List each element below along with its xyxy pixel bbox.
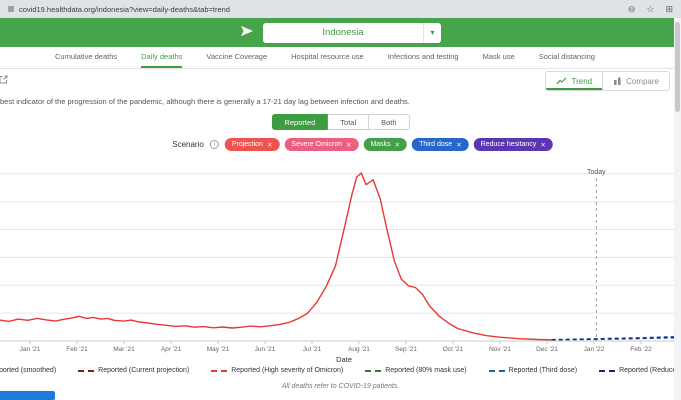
scenario-tag-label: Masks [370,141,391,148]
country-selector-value: Indonesia [322,27,364,38]
scenario-tag-label: Third dose [419,141,453,148]
legend-item: Reported (Third dose) [488,367,578,374]
bookmark-star-icon[interactable]: ☆ [646,3,655,14]
legend-label: Reported (Current projection) [98,367,190,374]
legend-item: Reported (High severity of Omicron) [211,367,343,374]
legend-line-marker [78,369,95,372]
send-location-icon [240,24,254,42]
remove-tag-icon[interactable]: ✕ [540,141,546,149]
x-tick-label: Jan '22 [584,346,605,353]
today-label: Today [587,169,606,176]
x-tick-label: Jun '21 [255,346,276,353]
x-tick-label: May '21 [207,346,230,353]
legend-label: Reported (High severity of Omicron) [231,367,344,374]
remove-tag-icon[interactable]: ✕ [266,141,273,149]
scenario-tag-reduce-hesitancy[interactable]: Reduce hesitancy ✕ [473,138,553,151]
nav-tab-daily-deaths[interactable]: Daily deaths [141,47,183,68]
daily-deaths-chart[interactable]: Jan '21 Feb '21 Mar '21 Apr '21 May '21 Jun '… [0,165,681,365]
compare-button[interactable]: Compare [602,72,669,90]
mode-button-reported[interactable]: Reported [271,114,329,130]
external-link-icon[interactable] [0,75,8,84]
nav-tab-infections-and-testing[interactable]: Infections and testing [387,52,459,61]
x-tick-label: Jul '21 [303,346,322,353]
chart-footnote: All deaths refer to COVID-19 patients. [281,383,400,390]
x-tick-label: Nov '21 [489,346,511,353]
nav-tab-hospital-resource-use[interactable]: Hospital resource use [291,52,364,61]
view-toggle: Trend Compare [545,71,670,91]
scenario-tag-third-dose[interactable]: Third dose ✕ [412,138,469,151]
nav-tab-cumulative-deaths[interactable]: Cumulative deaths [55,52,118,61]
scrollbar-thumb[interactable] [675,22,680,112]
scenario-tags: Projection ✕ Severe Omicron ✕ Masks ✕ Third do… [224,138,553,151]
chart-legend: Reported (smoothed) Reported (Current pro… [0,367,681,374]
scenario-label: Scenario [172,140,204,149]
x-tick-label: Feb '21 [66,346,88,353]
scenario-tag-severe-omicron[interactable]: Severe Omicron ✕ [284,138,359,151]
remove-tag-icon[interactable]: ✕ [345,141,352,149]
page-description: best indicator of the progression of the… [0,97,410,106]
scenario-row: Scenario i Projection ✕ Severe Omicron ✕ Mas… [172,138,553,151]
legend-label: Reported (Third dose) [508,367,578,374]
series-projection [551,336,681,341]
x-tick-label: Mar '21 [113,346,135,353]
zoom-icon[interactable]: ⊖ [627,3,636,14]
browser-menu-icon[interactable]: ⊞ [665,3,673,14]
legend-item: Reported (Current projection) [78,367,189,374]
nav-tab-vaccine-coverage[interactable]: Vaccine Coverage [206,52,268,61]
nav-tab-mask-use[interactable]: Mask use [482,52,515,61]
legend-line-marker [599,369,616,372]
legend-line-marker [365,369,382,372]
browser-address-bar[interactable]: covid19.healthdata.org/indonesia?view=da… [0,0,681,18]
trend-button[interactable]: Trend [546,72,603,90]
info-icon[interactable]: i [209,140,219,149]
x-tick-label: Feb '22 [630,346,652,353]
legend-line-marker [488,369,505,372]
page-title: Daily deaths [0,71,8,88]
x-tick-label: Aug '21 [348,346,370,353]
x-tick-label: Oct '21 [443,346,464,353]
x-tick-label: Sep '21 [395,346,417,353]
bottom-left-widget[interactable] [0,391,55,400]
legend-label: Reported (80% mask use) [385,367,467,374]
mode-button-both[interactable]: Both [369,114,410,130]
page-favicon-icon [8,6,14,12]
chevron-down-icon: ▾ [423,22,441,43]
country-selector[interactable]: Indonesia ▾ [263,22,441,43]
mode-button-total[interactable]: Total [328,114,370,130]
legend-item: Reported (80% mask use) [365,367,467,374]
x-tick-label: Dec '21 [536,346,558,353]
site-header: Indonesia ▾ [0,18,681,47]
legend-label: Reported (smoothed) [0,367,57,374]
nav-tabs: Cumulative deaths Daily deaths Vaccine Cov… [0,47,681,69]
x-tick-label: Jan '21 [20,346,41,353]
trend-button-label: Trend [571,76,593,86]
nav-tab-social-distancing[interactable]: Social distancing [538,52,595,61]
series-reported [0,172,552,341]
url-text[interactable]: covid19.healthdata.org/indonesia?view=da… [19,4,230,14]
scenario-tag-projection[interactable]: Projection ✕ [224,138,280,151]
x-tick-label: Apr '21 [161,346,182,353]
legend-item: Reported (smoothed) [0,367,56,374]
compare-button-label: Compare [626,76,659,86]
remove-tag-icon[interactable]: ✕ [456,141,462,149]
scenario-tag-label: Reduce hesitancy [480,141,537,148]
mode-toggle: Reported Total Both [271,114,410,130]
remove-tag-icon[interactable]: ✕ [394,141,401,149]
scrollbar-track[interactable] [674,18,681,400]
scenario-tag-masks[interactable]: Masks ✕ [363,138,408,151]
scenario-tag-label: Severe Omicron [291,141,342,148]
scenario-tag-label: Projection [231,141,263,148]
x-axis-title: Date [336,355,352,364]
legend-item: Reported (Reduce vaccine hesitancy) [599,367,681,374]
legend-line-marker [211,369,228,372]
legend-label: Reported (Reduce vaccine hesitancy) [619,367,681,374]
